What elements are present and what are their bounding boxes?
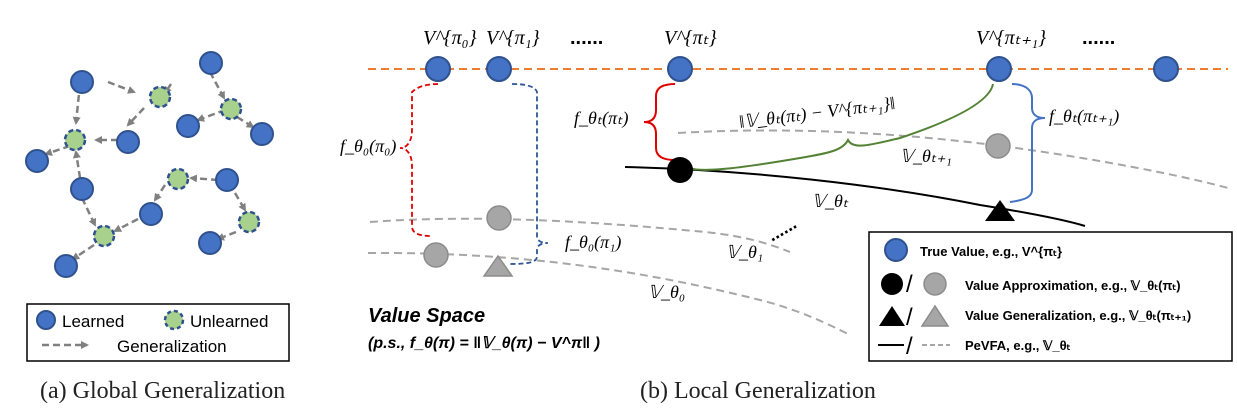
edge (236, 115, 255, 129)
learned-node (139, 202, 163, 226)
f-theta0-pi0-label: f_θ₀(π₀) (340, 136, 396, 157)
legend-learned-label: Learned (62, 312, 124, 331)
edge (163, 83, 173, 95)
unlearned-icon (163, 309, 185, 331)
unlearned-node (148, 85, 172, 109)
v-theta1-curve (369, 217, 791, 253)
dots-label: ...... (570, 27, 603, 49)
legend-generalization-label: Generalization (117, 337, 227, 356)
unlearned-node (237, 210, 261, 234)
norm-label: ‖𝕍_θₜ(πₜ) − V^{πₜ₊₁}‖ (738, 93, 896, 133)
edge (80, 197, 97, 227)
edge (233, 192, 247, 212)
learned-node (198, 231, 222, 255)
generalization-black-icon (879, 306, 905, 326)
unlearned-node (166, 167, 190, 191)
caption-a: (a) Global Generalization (40, 378, 285, 404)
legend-pevfa: PeVFA, e.g., 𝕍_θₜ (965, 338, 1071, 353)
edge (44, 144, 71, 156)
generalization-triangle-black (985, 200, 1015, 221)
learned-node (70, 177, 94, 201)
f-thetat-pit-label: f_θₜ(πₜ) (574, 108, 628, 129)
approx-node-black (667, 157, 693, 183)
legend-slash: / (906, 304, 913, 331)
value-space-title: Value Space (368, 305, 485, 327)
approx-node-gray (423, 242, 449, 268)
legend-box (26, 303, 290, 362)
brace-f-theta0-pi1 (509, 83, 549, 265)
edge (208, 71, 226, 100)
approx-black-icon (881, 273, 903, 295)
v-thetat1-curve (677, 129, 1229, 189)
learned-node (176, 114, 200, 138)
edge (153, 184, 167, 202)
edge (126, 107, 145, 127)
true-value-icon (884, 238, 908, 262)
approx-node-gray (486, 205, 512, 231)
v-theta1-label: 𝕍_θ₁ (726, 242, 763, 262)
true-value-node (986, 56, 1012, 82)
global-generalization-graph (25, 51, 274, 278)
legend-slash: / (906, 333, 913, 360)
dots-label: ...... (1082, 27, 1115, 49)
legend-unlearned-label: Unlearned (190, 312, 268, 331)
approx-node-gray (985, 133, 1011, 159)
legend-approx: Value Approximation, e.g., 𝕍_θₜ(πₜ) (965, 278, 1181, 293)
true-value-node (486, 56, 512, 82)
v-theta0-label: 𝕍_θ₀ (648, 282, 685, 302)
edge (72, 150, 82, 179)
v-pi1-label: V^{π₁} (486, 27, 540, 49)
learned-node (25, 149, 49, 173)
f-theta0-pi1-label: f_θ₀(π₁) (565, 232, 621, 253)
brace-f-thetat-pit (643, 83, 676, 161)
f-thetat-pit1-label: f_θₜ(πₜ₊₁) (1049, 106, 1119, 127)
edge (113, 217, 139, 233)
edge (71, 243, 95, 261)
learned-node (70, 70, 94, 94)
learned-node (199, 51, 223, 75)
v-thetat-label: 𝕍_θₜ (812, 191, 849, 211)
v-pit-label: V^{πₜ} (664, 27, 717, 49)
learned-icon (36, 310, 56, 330)
brace-f-theta0-pi0 (399, 83, 439, 237)
brace-norm (689, 83, 994, 171)
edge (189, 174, 219, 183)
v-thetat1-label: 𝕍_θₜ₊₁ (900, 146, 952, 166)
v-thetat-curve (624, 166, 1086, 227)
generalization-triangle-gray (482, 254, 514, 277)
generalization-gray-icon (920, 304, 950, 327)
caption-b: (b) Local Generalization (640, 378, 876, 404)
learned-node (215, 168, 239, 192)
true-value-node (425, 56, 451, 82)
unlearned-node (92, 224, 116, 248)
unlearned-node (219, 97, 243, 121)
learned-node (54, 254, 78, 278)
v-pi0-label: V^{π₀} (423, 27, 477, 49)
legend-true-value: True Value, e.g., V^{πₜ} (920, 244, 1062, 259)
unlearned-node (63, 128, 87, 152)
dots-mid: ...... (764, 213, 800, 245)
value-space-note: (p.s., f_θ(π) = ‖𝕍_θ(π) − V^π‖ ) (368, 335, 600, 352)
legend-local: True Value, e.g., V^{πₜ} / Value Approxi… (868, 231, 1233, 362)
approx-gray-icon (923, 272, 947, 296)
legend-box (868, 231, 1233, 362)
true-value-node (1153, 56, 1179, 82)
edge (107, 80, 136, 94)
v-pit1-label: V^{πₜ₊₁} (976, 27, 1046, 49)
learned-node (250, 122, 274, 146)
brace-f-thetat-pit1 (1009, 83, 1046, 203)
legend-global: Learned Unlearned Generalization (26, 303, 290, 362)
true-value-node (667, 56, 693, 82)
legend-generalization: Value Generalization, e.g., 𝕍_θₜ(πₜ₊₁) (965, 308, 1191, 323)
legend-slash: / (906, 271, 913, 298)
edge (216, 230, 237, 241)
learned-node (116, 130, 140, 154)
